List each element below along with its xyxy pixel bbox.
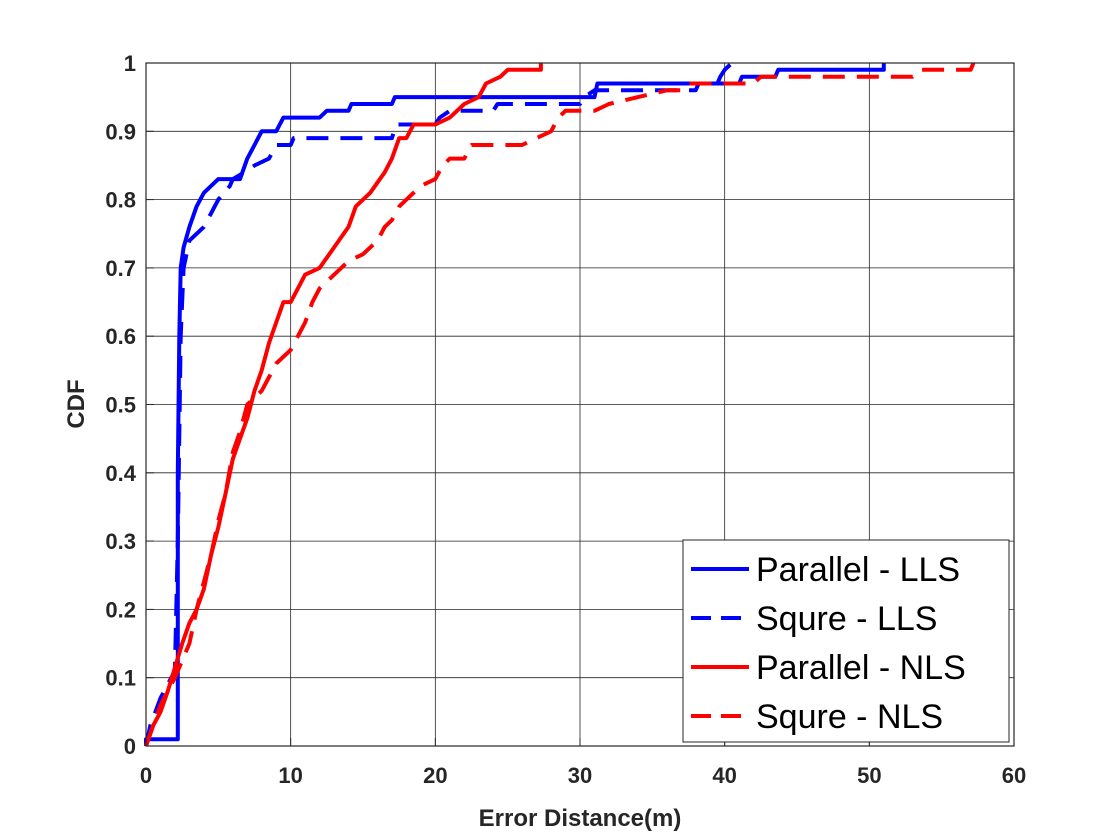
x-tick-label: 40 [712,763,736,788]
series-line-parallel-lls [144,63,886,746]
y-tick-label: 0.9 [105,119,136,144]
y-tick-label: 0.7 [105,256,136,281]
x-tick-label: 0 [140,763,152,788]
y-tick-label: 1 [124,51,136,76]
y-tick-label: 0 [124,734,136,759]
y-tick-label: 0.5 [105,393,136,418]
series-line-squre-nls [144,62,976,747]
x-tick-label: 30 [568,763,592,788]
x-tick-label: 10 [278,763,302,788]
y-tick-label: 0.6 [105,324,136,349]
y-tick-label: 0.2 [105,597,136,622]
legend-entry: Squre - LLS [756,600,937,638]
x-tick-label: 60 [1002,763,1026,788]
y-tick-label: 0.4 [105,461,136,486]
legend-entry: Parallel - NLS [756,649,966,687]
legend-box [682,539,1010,743]
y-tick-label: 0.8 [105,188,136,213]
y-tick-label: 0.3 [105,529,136,554]
legend: Parallel - LLS Squre - LLS Parallel - NLS S… [682,539,1010,743]
y-tick-label: 0.1 [105,666,136,691]
y-axis-label: CDF [63,379,90,428]
series-lines [144,61,976,747]
legend-entry: Parallel - LLS [756,551,960,589]
x-tick-label: 50 [857,763,881,788]
x-tick-label: 20 [423,763,447,788]
x-axis-label: Error Distance(m) [479,805,682,832]
tick-labels: 0 10 20 30 40 50 60 0 0.1 0.2 0.3 0.4 0.5 0.6 0.7 0.8 0.… [105,51,1026,788]
legend-entry: Squre - NLS [756,698,943,736]
series-line-squre-lls [144,61,734,747]
series-line-parallel-nls [144,63,543,747]
